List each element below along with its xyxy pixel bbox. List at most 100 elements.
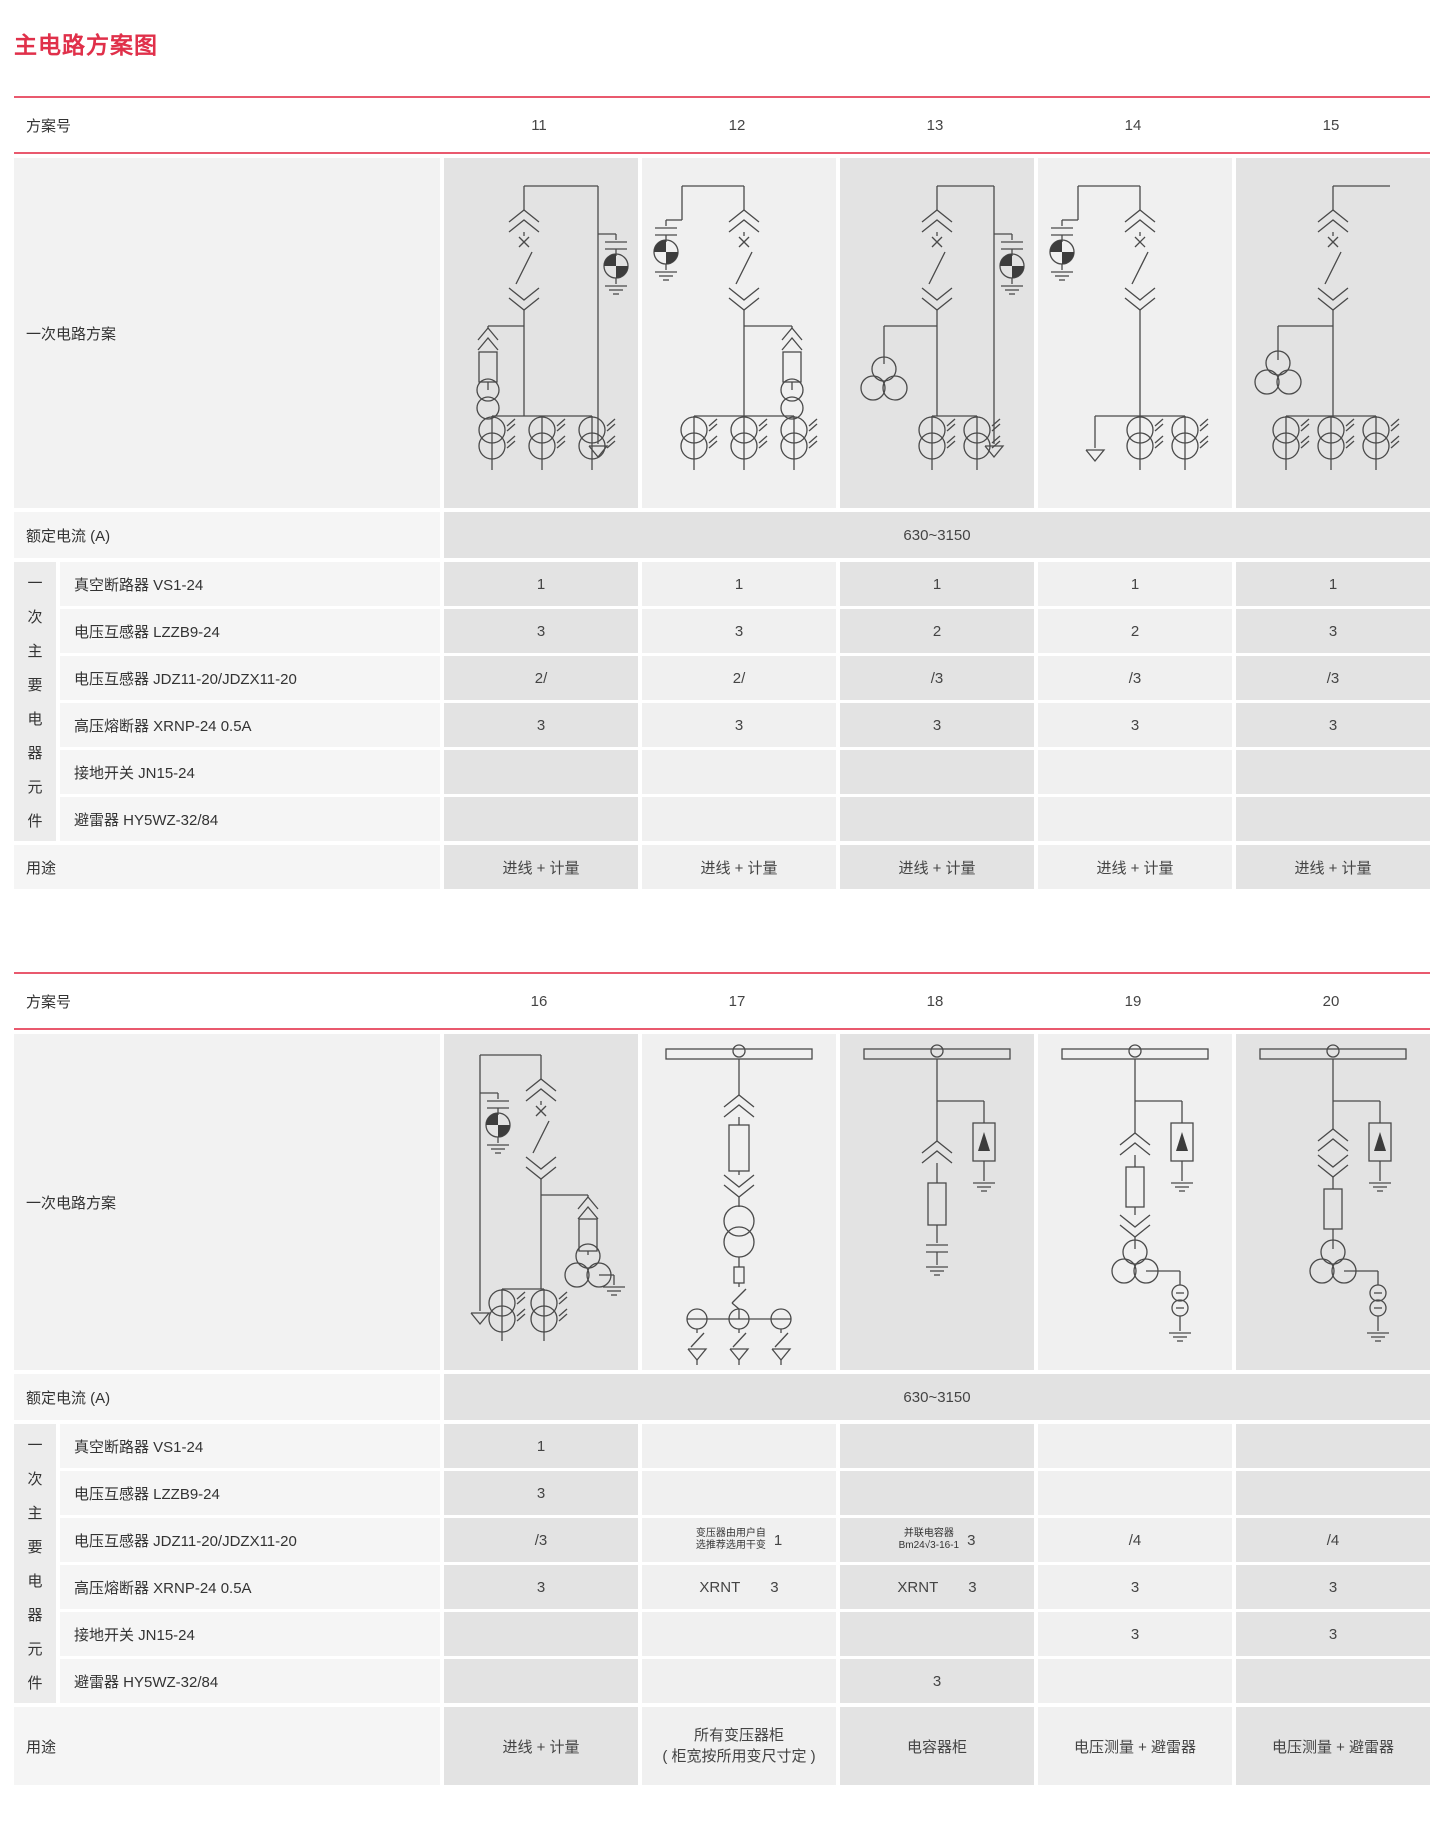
rated-current-value: 630~3150: [444, 512, 1430, 558]
value-cell: [1236, 1471, 1430, 1515]
value-cell: [840, 750, 1034, 794]
component-label: 高压熔断器 XRNP-24 0.5A: [60, 703, 440, 747]
circuit-diagram-symbolic: [1254, 185, 1400, 470]
usage-line: ( 柜宽按所用变尺寸定 ): [662, 1748, 816, 1765]
circuit-diagram-cell: [444, 158, 638, 508]
value-cell: /3: [1038, 656, 1232, 700]
value-cell: [444, 797, 638, 841]
cell-value: 3: [932, 716, 942, 734]
circuit-diagram-symbolic: [863, 1044, 1011, 1276]
value-cell: 3: [1236, 1565, 1430, 1609]
value-cell: 2/: [444, 656, 638, 700]
scheme-number: 12: [728, 116, 746, 134]
component-row: 电压互感器 LZZB9-24 3: [56, 1471, 1430, 1515]
circuit-diagram-cell: [642, 158, 836, 508]
usage-cell: 进线 + 计量: [444, 845, 638, 889]
circuit-diagram-symbolic: [470, 1054, 625, 1341]
circuit-diagram-cell: [444, 1034, 638, 1370]
cell-value: 进线 + 计量: [700, 859, 778, 877]
circuit-diagram-cell: [1236, 158, 1430, 508]
cell-value: 3: [1130, 1578, 1140, 1596]
cell-value: 3: [932, 1672, 942, 1690]
vertical-label-char: 件: [27, 1675, 43, 1692]
scheme-no-label: 方案号: [26, 993, 72, 1011]
value-cell: 3: [840, 1659, 1034, 1703]
scheme-number: 18: [926, 992, 944, 1010]
component-label: 电压互感器 JDZ11-20/JDZX11-20: [60, 656, 440, 700]
value-cell: [642, 1424, 836, 1468]
value-cell: [840, 1612, 1034, 1656]
value-cell: [444, 1659, 638, 1703]
value-cell: 3: [444, 1565, 638, 1609]
value-cell: [840, 1424, 1034, 1468]
vertical-label-char: 次: [27, 1471, 43, 1488]
value-cell: [1236, 750, 1430, 794]
cell-value: 3: [536, 622, 546, 640]
circuit-diagram-symbolic: [860, 185, 1025, 470]
value-cell: [642, 797, 836, 841]
cell-value: 1: [932, 575, 942, 593]
cell-value: /4: [1128, 1531, 1142, 1549]
primary-circuit-row: 一次电路方案: [14, 158, 1430, 508]
value-cell: 1: [1038, 562, 1232, 606]
cell-value: 3: [536, 1578, 546, 1596]
cell-value: 电压测量 + 避雷器: [1271, 1738, 1395, 1756]
cell-value: 2: [1130, 622, 1140, 640]
value-cell: [1038, 797, 1232, 841]
component-row: 电压互感器 JDZ11-20/JDZX11-20 2/2/ /3/3/3: [56, 656, 1430, 700]
component-row: 接地开关 JN15-24: [56, 750, 1430, 794]
value-cell: 3: [840, 703, 1034, 747]
value-cell: XRNT 3: [840, 1565, 1034, 1609]
value-cell: 3: [642, 609, 836, 653]
cell-value: 进线 + 计量: [502, 1738, 580, 1756]
cell-value: 3: [1328, 716, 1338, 734]
cell-note: 并联电容器 Bm24√3-16-1: [899, 1528, 960, 1552]
value-cell: 2: [840, 609, 1034, 653]
cell-value: 3: [968, 1578, 977, 1596]
value-cell: /4: [1038, 1518, 1232, 1562]
cell-value: 1: [734, 575, 744, 593]
rated-current-value: 630~3150: [444, 1374, 1430, 1420]
value-cell: 3: [1236, 1612, 1430, 1656]
cell-prefix: XRNT: [699, 1578, 741, 1596]
cell-value: 3: [734, 716, 744, 734]
circuit-diagram-symbolic: [1259, 1044, 1407, 1342]
value-cell: /3: [840, 656, 1034, 700]
component-label: 避雷器 HY5WZ-32/84: [60, 797, 440, 841]
cell-value: /3: [930, 669, 944, 687]
vertical-label-char: 电: [27, 1573, 43, 1590]
scheme-table-11-15: 方案号 11 12 13 14 15 一次电路方案 额定电流 (A) 630~3150 一次主要电…: [14, 96, 1430, 889]
value-cell: 1: [444, 562, 638, 606]
cell-value: 1: [773, 1531, 783, 1549]
cell-value: 3: [1328, 622, 1338, 640]
scheme-number: 16: [530, 992, 548, 1010]
cell-note-line: Bm24√3-16-1: [898, 1540, 960, 1551]
cell-note-line: 变压器由用户自: [695, 1528, 766, 1539]
value-cell: [642, 1659, 836, 1703]
usage-row: 用途 进线 + 计量 进线 + 计量 进线 + 计量 进线 + 计量 进线 + 计量: [14, 845, 1430, 889]
vertical-label-char: 一: [27, 575, 43, 592]
value-cell: [642, 1612, 836, 1656]
value-cell: 3: [444, 609, 638, 653]
component-rows: 真空断路器 VS1-24 1 1 1 1 1 电压互感器 LZZB9-24 3 3 2 2 3 电压互感…: [56, 562, 1430, 841]
cell-value: 3: [536, 1484, 546, 1502]
value-cell: [840, 797, 1034, 841]
value-cell: [1038, 1659, 1232, 1703]
vertical-label-char: 件: [27, 813, 43, 830]
page-title: 主电路方案图: [14, 32, 158, 58]
component-row: 高压熔断器 XRNP-24 0.5A 3 3 3 3 3: [56, 703, 1430, 747]
circuit-diagram-cell: [1038, 158, 1232, 508]
cell-value: 进线 + 计量: [502, 859, 580, 877]
value-cell: 变压器由用户自 选推荐选用干变 1: [642, 1518, 836, 1562]
vertical-label-char: 器: [27, 745, 43, 762]
usage-line: 所有变压器柜: [693, 1727, 784, 1744]
circuit-diagram-symbolic: [665, 1044, 813, 1365]
value-cell: 1: [444, 1424, 638, 1468]
rated-current-row: 额定电流 (A) 630~3150: [14, 512, 1430, 558]
usage-cell: 进线 + 计量: [1236, 845, 1430, 889]
cell-value: 1: [536, 1437, 546, 1455]
value-cell: [1236, 797, 1430, 841]
component-row: 高压熔断器 XRNP-24 0.5A 3 XRNT 3 XRNT 3 3 3: [56, 1565, 1430, 1609]
circuit-diagram-cell: [840, 1034, 1034, 1370]
value-cell: 1: [840, 562, 1034, 606]
